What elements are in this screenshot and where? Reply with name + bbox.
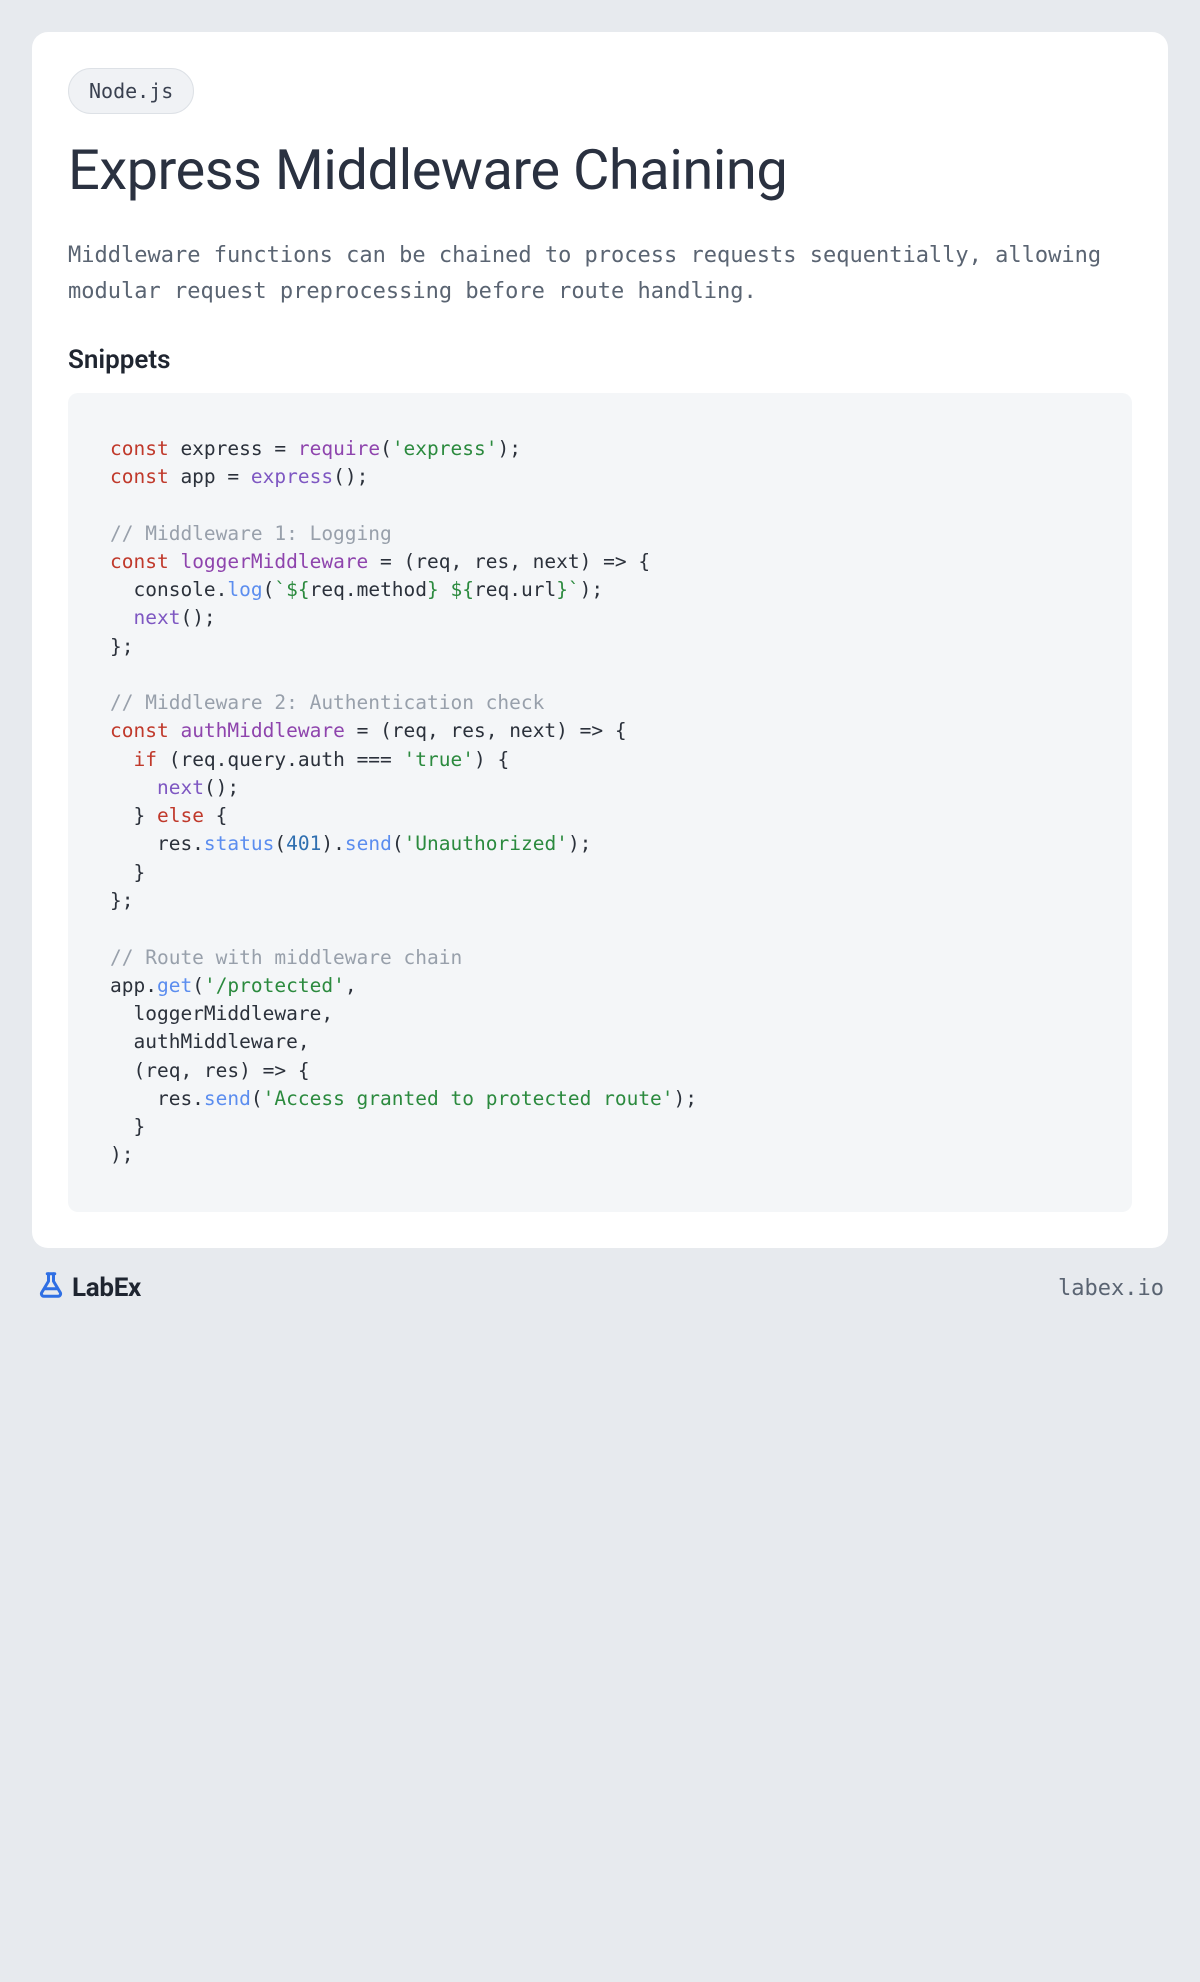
code-token: ); <box>674 1087 697 1110</box>
code-token: const <box>110 437 169 460</box>
code-token: (); <box>180 606 215 629</box>
code-token: === <box>357 748 392 771</box>
code-token <box>169 719 181 742</box>
code-token: if <box>133 748 156 771</box>
card: Node.js Express Middleware Chaining Midd… <box>32 32 1168 1248</box>
code-token: express <box>169 437 275 460</box>
snippets-heading: Snippets <box>68 345 1132 375</box>
code-token: ( <box>251 1087 263 1110</box>
code-token: `${ <box>274 578 309 601</box>
code-token: '/protected' <box>204 974 345 997</box>
code-token: authMiddleware, <box>110 1030 310 1053</box>
code-token: , <box>345 974 357 997</box>
code-token: (req.query.auth <box>157 748 357 771</box>
code-token: res. <box>110 1087 204 1110</box>
code-token: ( <box>380 437 392 460</box>
code-token: ); <box>580 578 603 601</box>
code-token: 'express' <box>392 437 498 460</box>
flask-icon <box>36 1270 66 1307</box>
code-token: app. <box>110 974 157 997</box>
code-token <box>392 748 404 771</box>
code-token: } <box>110 1115 145 1138</box>
code-token: }` <box>556 578 579 601</box>
code-token: req.url <box>474 578 556 601</box>
code-token: // Middleware 2: Authentication check <box>110 691 544 714</box>
code-token: res. <box>110 832 204 855</box>
code-token: { <box>204 804 227 827</box>
code-token: (req, res, next) <box>392 550 603 573</box>
code-token: = <box>357 719 369 742</box>
code-token: else <box>157 804 204 827</box>
code-token: next <box>157 776 204 799</box>
code-token <box>110 606 133 629</box>
code-token: 'Access granted to protected route' <box>263 1087 674 1110</box>
page-title: Express Middleware Chaining <box>68 138 1132 202</box>
code-token: ( <box>263 578 275 601</box>
code-token <box>169 550 181 573</box>
code-token: status <box>204 832 274 855</box>
code-token: = <box>274 437 286 460</box>
code-token: next <box>133 606 180 629</box>
code-token: express <box>251 465 333 488</box>
code-token: // Route with middleware chain <box>110 946 462 969</box>
code-snippet: const express = require('express'); cons… <box>68 393 1132 1212</box>
code-token: app <box>169 465 228 488</box>
code-token: get <box>157 974 192 997</box>
code-token: => <box>603 550 626 573</box>
code-token: ( <box>274 832 286 855</box>
code-token: 'true' <box>404 748 474 771</box>
code-token: const <box>110 719 169 742</box>
code-token: const <box>110 465 169 488</box>
code-token <box>368 550 380 573</box>
code-token: ). <box>321 832 344 855</box>
language-badge: Node.js <box>68 68 194 114</box>
code-token <box>110 748 133 771</box>
code-token <box>286 437 298 460</box>
code-token: { <box>286 1059 309 1082</box>
code-token: => <box>580 719 603 742</box>
code-token: = <box>380 550 392 573</box>
code-token: log <box>227 578 262 601</box>
code-token: require <box>298 437 380 460</box>
code-token: ); <box>497 437 520 460</box>
code-token: 'Unauthorized' <box>404 832 568 855</box>
code-token: (req, res) <box>110 1059 263 1082</box>
code-token: } <box>110 804 157 827</box>
code-token: req.method <box>310 578 427 601</box>
code-token: (); <box>333 465 368 488</box>
code-token <box>345 719 357 742</box>
code-token: }; <box>110 635 133 658</box>
code-token: send <box>204 1087 251 1110</box>
code-token: // Middleware 1: Logging <box>110 522 392 545</box>
code-token: authMiddleware <box>180 719 344 742</box>
code-token: (req, res, next) <box>368 719 579 742</box>
code-token: => <box>263 1059 286 1082</box>
code-token: console. <box>110 578 227 601</box>
code-token: loggerMiddleware <box>180 550 368 573</box>
code-token: (); <box>204 776 239 799</box>
code-token: { <box>627 550 650 573</box>
code-token <box>239 465 251 488</box>
code-token: ); <box>568 832 591 855</box>
code-token: = <box>227 465 239 488</box>
code-token: }; <box>110 889 133 912</box>
code-token: ( <box>192 974 204 997</box>
footer: LabEx labex.io <box>32 1270 1168 1307</box>
site-url: labex.io <box>1058 1276 1164 1301</box>
code-token: send <box>345 832 392 855</box>
code-token: loggerMiddleware, <box>110 1002 333 1025</box>
code-token: } ${ <box>427 578 474 601</box>
code-token: ) { <box>474 748 509 771</box>
code-token: 401 <box>286 832 321 855</box>
code-token: const <box>110 550 169 573</box>
brand: LabEx <box>36 1270 141 1307</box>
brand-label: LabEx <box>72 1273 141 1303</box>
code-token <box>110 776 157 799</box>
code-token: } <box>110 861 145 884</box>
code-token: ); <box>110 1143 133 1166</box>
code-token: { <box>603 719 626 742</box>
description: Middleware functions can be chained to p… <box>68 238 1132 308</box>
code-token: ( <box>392 832 404 855</box>
